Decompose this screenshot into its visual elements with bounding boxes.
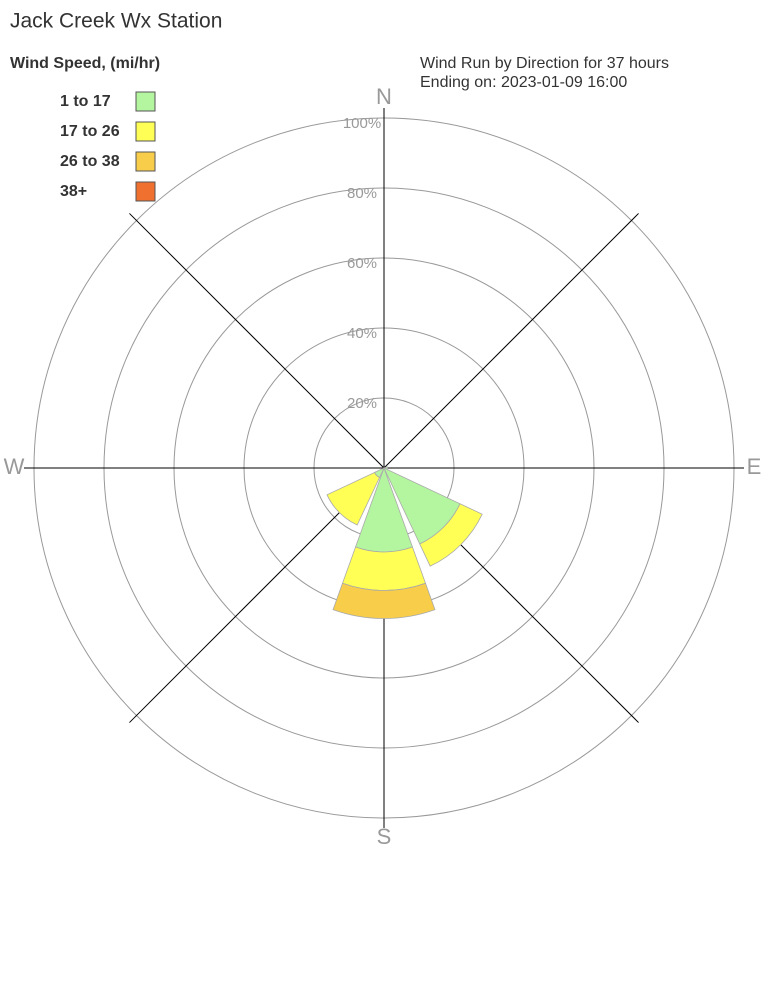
legend-swatch	[135, 181, 156, 202]
spoke	[129, 213, 385, 469]
legend-label: 26 to 38	[60, 153, 120, 170]
wedge	[341, 546, 427, 591]
wedge	[332, 582, 436, 619]
ring-label: 80%	[347, 185, 377, 202]
subtitle: Wind Run by Direction for 37 hours	[420, 55, 669, 72]
legend-swatch	[135, 121, 156, 142]
ring-label: 60%	[347, 255, 377, 272]
subtitle: Ending on: 2023-01-09 16:00	[420, 74, 627, 91]
wedge	[326, 471, 381, 526]
ring-label: 20%	[347, 395, 377, 412]
legend-swatch	[135, 151, 156, 172]
legend-swatch	[135, 91, 156, 112]
direction-label: W	[4, 454, 25, 479]
direction-label: N	[376, 84, 392, 109]
legend-label: 17 to 26	[60, 123, 120, 140]
direction-label: S	[377, 824, 392, 849]
legend-label: 38+	[60, 183, 87, 200]
ring-label: 40%	[347, 325, 377, 342]
chart-title: Jack Creek Wx Station	[10, 10, 222, 33]
direction-label: E	[747, 454, 762, 479]
ring-label: 100%	[343, 115, 381, 132]
spoke	[383, 213, 639, 469]
legend-title: Wind Speed, (mi/hr)	[10, 55, 160, 72]
legend-label: 1 to 17	[60, 93, 111, 110]
wedge	[419, 503, 483, 567]
